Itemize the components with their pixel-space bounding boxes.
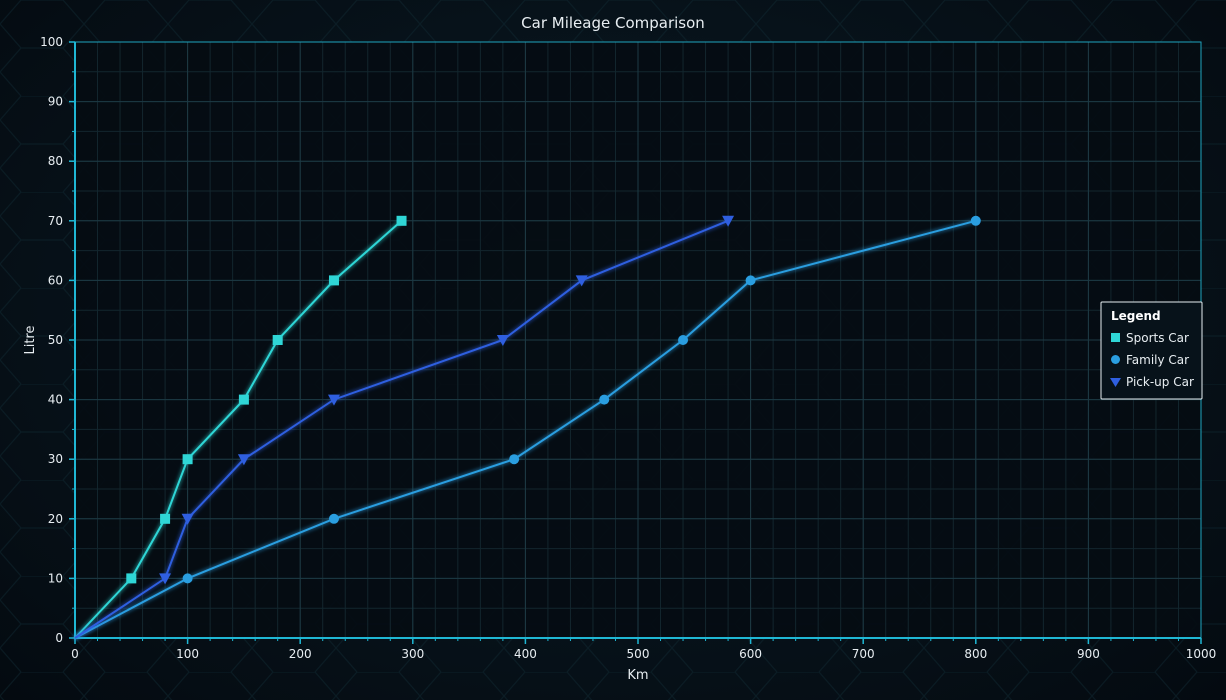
legend-title: Legend <box>1111 309 1161 323</box>
y-tick-label: 10 <box>48 571 63 585</box>
data-point-sports-car <box>238 394 249 405</box>
data-point-pick-up-car <box>722 215 735 227</box>
data-point-sports-car <box>182 454 193 465</box>
data-point-sports-car <box>272 335 283 345</box>
series-line-pick-up-car <box>74 219 729 639</box>
y-axis-ticks: 0 10 20 30 40 50 60 70 80 90 100 <box>40 35 75 645</box>
series-family-car <box>74 215 981 639</box>
x-tick-label: 0 <box>71 647 79 661</box>
data-point-sports-car <box>328 275 339 286</box>
data-point-family-car <box>745 275 756 286</box>
series-line-family-car <box>74 219 977 639</box>
legend-label: Pick-up Car <box>1126 375 1194 389</box>
major-gridlines <box>74 41 1202 639</box>
x-tick-label: 400 <box>514 647 537 661</box>
x-tick-label: 1000 <box>1186 647 1217 661</box>
x-axis-title: Km <box>627 668 648 683</box>
y-tick-label: 60 <box>48 273 63 287</box>
x-tick-label: 900 <box>1077 647 1100 661</box>
legend: Legend Sports Car Family Car Pick-up Car <box>1100 301 1203 400</box>
x-tick-label: 600 <box>739 647 762 661</box>
y-axis-title: Litre <box>23 325 38 354</box>
data-point-family-car <box>328 513 339 524</box>
y-tick-label: 30 <box>48 452 63 466</box>
legend-items: Sports Car Family Car Pick-up Car <box>1110 331 1194 389</box>
x-tick-label: 100 <box>176 647 199 661</box>
legend-item-pick-up-car[interactable]: Pick-up Car <box>1110 375 1194 389</box>
y-tick-label: 70 <box>48 214 63 228</box>
legend-swatch <box>1111 355 1120 364</box>
data-point-pick-up-car <box>575 275 588 287</box>
legend-label: Sports Car <box>1126 331 1189 345</box>
data-point-pick-up-car <box>237 454 250 466</box>
data-point-pick-up-car <box>181 513 194 525</box>
data-point-pick-up-car <box>496 335 509 346</box>
data-point-sports-car <box>160 513 171 524</box>
legend-label: Family Car <box>1126 353 1189 367</box>
y-tick-label: 50 <box>48 333 63 347</box>
data-point-family-car <box>599 394 610 405</box>
x-tick-label: 800 <box>964 647 987 661</box>
x-tick-label: 700 <box>852 647 875 661</box>
y-tick-label: 0 <box>55 631 63 645</box>
series-pick-up-car <box>74 215 735 639</box>
x-tick-label: 300 <box>401 647 424 661</box>
data-point-family-car <box>182 573 193 584</box>
legend-box <box>1100 301 1203 400</box>
x-tick-label: 500 <box>627 647 650 661</box>
y-tick-label: 100 <box>40 35 63 49</box>
series-sports-car <box>74 215 407 639</box>
data-point-pick-up-car <box>327 394 340 406</box>
y-tick-label: 40 <box>48 393 63 407</box>
x-axis-ticks: 0 100 200 300 400 500 600 700 800 900 1000 <box>71 638 1216 661</box>
legend-item-sports-car[interactable]: Sports Car <box>1111 331 1189 345</box>
data-point-pick-up-car <box>159 573 172 585</box>
data-point-family-car <box>678 335 689 345</box>
data-point-sports-car <box>396 215 407 226</box>
legend-swatch <box>1110 378 1121 387</box>
legend-item-family-car[interactable]: Family Car <box>1111 353 1189 367</box>
data-point-family-car <box>970 215 981 226</box>
y-tick-label: 90 <box>48 95 63 109</box>
y-tick-label: 80 <box>48 154 63 168</box>
series-layer <box>74 215 981 639</box>
x-tick-label: 200 <box>289 647 312 661</box>
data-point-family-car <box>509 454 520 465</box>
legend-swatch <box>1111 333 1120 342</box>
chart-title: Car Mileage Comparison <box>521 14 705 32</box>
y-tick-label: 20 <box>48 512 63 526</box>
data-point-sports-car <box>126 573 137 584</box>
series-line-sports-car <box>74 220 403 639</box>
